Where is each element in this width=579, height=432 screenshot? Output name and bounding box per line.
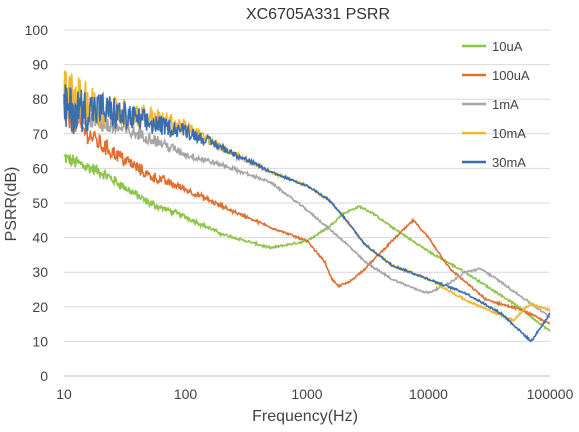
x-axis-title: Frequency(Hz) (252, 408, 358, 425)
y-tick-label: 0 (40, 368, 48, 384)
x-axis-ticks: 10 100 1000 10000 100000 (56, 386, 573, 402)
x-tick-label: 1000 (291, 386, 322, 402)
y-tick-label: 80 (32, 91, 48, 107)
x-tick-label: 10 (56, 386, 72, 402)
x-tick-label: 10000 (409, 386, 448, 402)
legend: 10uA 100uA 1mA 10mA 30mA (462, 39, 530, 170)
y-tick-label: 90 (32, 57, 48, 73)
y-tick-label: 50 (32, 195, 48, 211)
series-line-1mA (63, 95, 551, 319)
legend-entry: 100uA (492, 68, 530, 83)
legend-entry: 30mA (492, 155, 526, 170)
y-tick-label: 100 (25, 22, 49, 38)
x-tick-label: 100 (174, 386, 198, 402)
y-tick-label: 60 (32, 160, 48, 176)
gridlines (64, 29, 550, 342)
y-tick-label: 30 (32, 264, 48, 280)
legend-entry: 10mA (492, 126, 526, 141)
y-tick-label: 40 (32, 230, 48, 246)
y-tick-label: 10 (32, 333, 48, 349)
series-lines (63, 70, 551, 343)
y-axis-ticks: 0 10 20 30 40 50 60 70 80 90 100 (25, 22, 49, 384)
series-line-100uA (63, 103, 551, 325)
chart-title: XC6705A331 PSRR (246, 6, 390, 23)
x-tick-label: 100000 (527, 386, 574, 402)
legend-entry: 10uA (492, 39, 523, 54)
y-axis-title: PSRR(dB) (3, 167, 20, 242)
y-tick-label: 20 (32, 299, 48, 315)
legend-entry: 1mA (492, 97, 519, 112)
y-tick-label: 70 (32, 126, 48, 142)
series-line-30mA (63, 84, 551, 343)
